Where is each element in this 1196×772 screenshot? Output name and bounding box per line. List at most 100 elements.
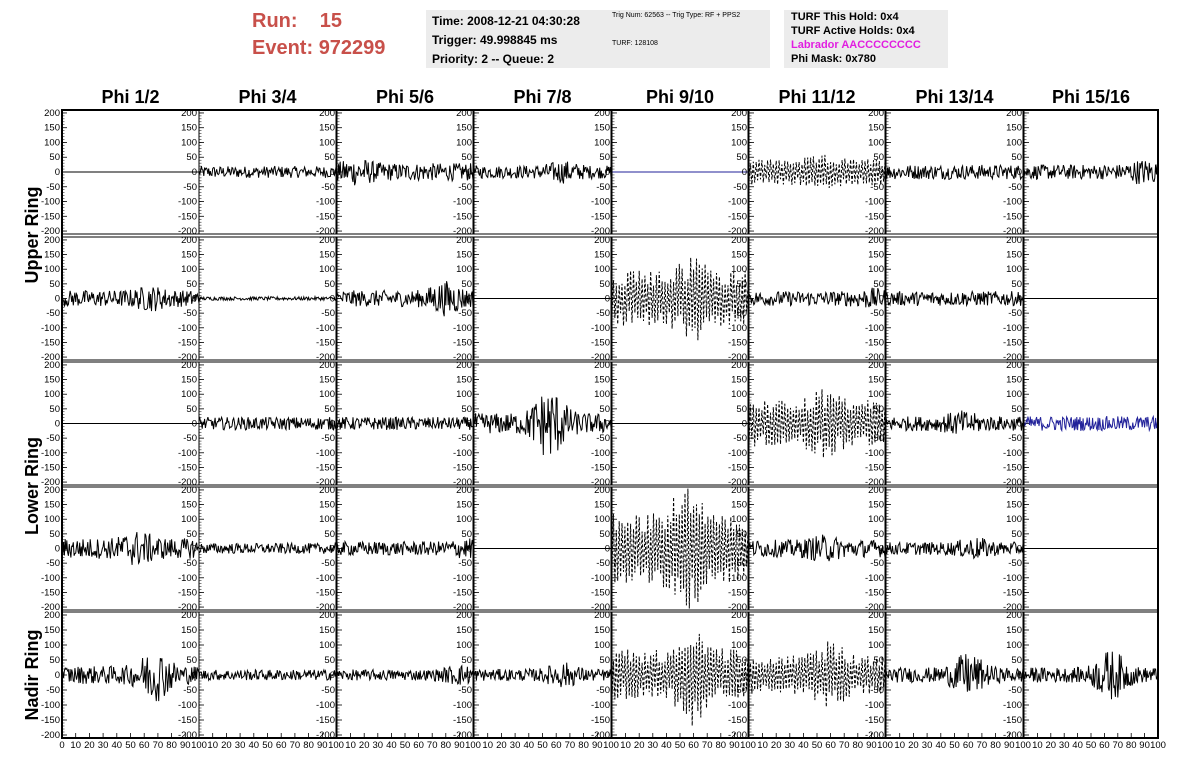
y-tick-label: -50 — [321, 558, 335, 569]
y-tick-label: -100 — [41, 448, 60, 459]
x-tick-label: 40 — [524, 740, 535, 751]
y-tick-label: -100 — [591, 573, 610, 584]
y-tick-label: 0 — [1017, 167, 1022, 178]
y-tick-label: -100 — [41, 700, 60, 711]
event-label: Event: — [252, 37, 314, 59]
y-tick-label: -100 — [178, 197, 197, 208]
y-tick-label: -50 — [733, 182, 747, 193]
y-tick-label: -200 — [1003, 602, 1022, 613]
y-tick-label: -50 — [183, 685, 197, 696]
y-tick-label: -100 — [591, 448, 610, 459]
y-tick-label: 100 — [181, 389, 197, 400]
y-tick-label: -50 — [458, 685, 472, 696]
y-tick-label: -100 — [728, 448, 747, 459]
labrador-text: Labrador AACCCCCCCC — [791, 39, 921, 51]
y-tick-label: 150 — [868, 500, 884, 511]
turf-num-text: TURF: 128108 — [612, 40, 658, 47]
y-tick-label: 150 — [44, 500, 60, 511]
x-tick-label: 60 — [139, 740, 150, 751]
y-tick-label: -200 — [316, 730, 335, 741]
y-tick-label: 50 — [599, 529, 610, 540]
y-tick-label: -150 — [41, 587, 60, 598]
y-tick-label: -100 — [41, 323, 60, 334]
y-tick-label: -150 — [178, 462, 197, 473]
y-tick-label: -100 — [178, 448, 197, 459]
x-tick-label: 70 — [977, 740, 988, 751]
run-event-info: Run: 15 Event: 972299 — [252, 8, 422, 62]
y-tick-label: 150 — [181, 625, 197, 636]
y-tick-label: -200 — [865, 602, 884, 613]
y-tick-label: 150 — [44, 625, 60, 636]
y-tick-label: 150 — [1006, 250, 1022, 261]
x-tick-label: 40 — [798, 740, 809, 751]
y-tick-label: -100 — [1003, 197, 1022, 208]
panel-frame — [198, 361, 337, 486]
y-tick-label: -200 — [865, 352, 884, 363]
y-tick-label: 0 — [467, 294, 472, 305]
x-tick-label: 70 — [427, 740, 438, 751]
y-tick-label: 0 — [742, 670, 747, 681]
y-tick-label: 50 — [1011, 655, 1022, 666]
y-tick-label: 0 — [1017, 670, 1022, 681]
x-tick-label: 100 — [1150, 740, 1166, 751]
y-tick-label: 50 — [1011, 404, 1022, 415]
waveform-trace — [748, 534, 886, 562]
y-tick-label: 50 — [186, 655, 197, 666]
x-tick-label: 90 — [1139, 740, 1150, 751]
y-tick-label: 150 — [594, 123, 610, 134]
y-tick-label: 50 — [873, 404, 884, 415]
y-tick-label: 150 — [868, 375, 884, 386]
y-tick-label: 0 — [605, 419, 610, 430]
y-tick-label: 0 — [1017, 294, 1022, 305]
x-tick-label: 80 — [303, 740, 314, 751]
y-tick-label: -50 — [183, 558, 197, 569]
x-tick-label: 90 — [592, 740, 603, 751]
waveform-trace — [198, 541, 337, 555]
y-tick-label: -200 — [41, 730, 60, 741]
x-tick-label: 60 — [551, 740, 562, 751]
y-tick-label: 100 — [594, 264, 610, 275]
y-tick-label: -200 — [178, 602, 197, 613]
y-tick-label: -200 — [41, 352, 60, 363]
panel-frame — [336, 486, 474, 611]
y-tick-label: 100 — [319, 389, 335, 400]
y-tick-label: 200 — [731, 610, 747, 621]
y-tick-label: -100 — [591, 197, 610, 208]
y-tick-label: 200 — [868, 360, 884, 371]
y-tick-label: 200 — [319, 610, 335, 621]
y-tick-label: 0 — [55, 670, 60, 681]
event-row: Event: 972299 — [252, 35, 422, 62]
y-tick-label: 50 — [873, 279, 884, 290]
run-row: Run: 15 — [252, 8, 422, 35]
y-tick-label: -150 — [591, 337, 610, 348]
x-tick-label: 80 — [166, 740, 177, 751]
x-tick-label: 70 — [153, 740, 164, 751]
y-tick-label: -100 — [728, 197, 747, 208]
y-tick-label: -150 — [1003, 211, 1022, 222]
y-tick-label: 50 — [186, 152, 197, 163]
panel-frame — [611, 486, 749, 611]
y-tick-label: 50 — [599, 655, 610, 666]
x-tick-label: 20 — [84, 740, 95, 751]
y-tick-label: -100 — [316, 323, 335, 334]
y-tick-label: -150 — [591, 462, 610, 473]
y-tick-label: 0 — [879, 294, 884, 305]
y-tick-label: 100 — [731, 514, 747, 525]
y-tick-label: -150 — [728, 337, 747, 348]
y-tick-label: 50 — [736, 152, 747, 163]
y-tick-label: 150 — [44, 250, 60, 261]
y-tick-label: -100 — [1003, 323, 1022, 334]
y-tick-label: -50 — [321, 182, 335, 193]
y-tick-label: 0 — [55, 294, 60, 305]
x-tick-label: 90 — [180, 740, 191, 751]
y-tick-label: -50 — [870, 182, 884, 193]
panel-frame — [473, 361, 612, 486]
turf-hold-text: TURF This Hold: 0x4 — [791, 11, 899, 23]
y-tick-label: -200 — [453, 352, 472, 363]
y-tick-label: 200 — [44, 610, 60, 621]
y-tick-label: 200 — [594, 108, 610, 119]
y-tick-label: -150 — [865, 337, 884, 348]
event-value: 972299 — [318, 37, 386, 59]
y-tick-label: 100 — [731, 389, 747, 400]
y-tick-label: -150 — [453, 587, 472, 598]
